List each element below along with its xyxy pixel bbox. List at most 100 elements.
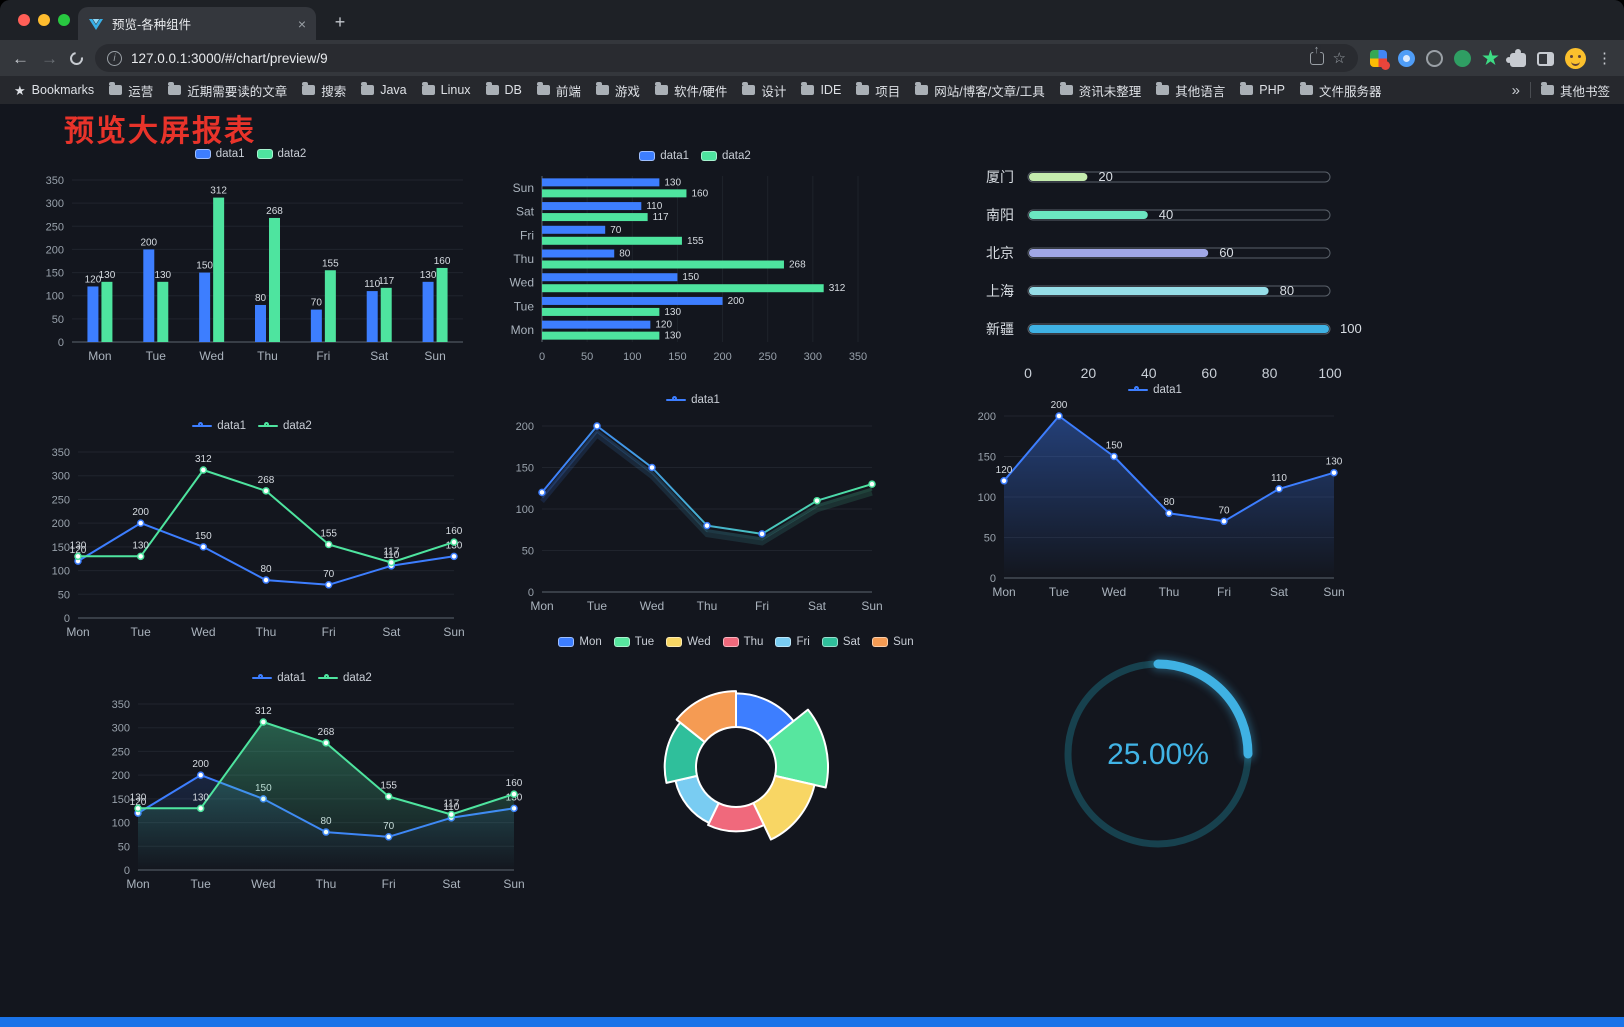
svg-text:350: 350 (849, 351, 867, 363)
bookmark-item[interactable]: 资讯未整理 (1059, 81, 1142, 100)
legend-item[interactable]: data1 (192, 420, 246, 432)
bookmark-item[interactable]: 近期需要读的文章 (168, 81, 287, 100)
svg-text:Wed: Wed (191, 625, 215, 639)
svg-text:130: 130 (99, 270, 116, 281)
reload-icon[interactable] (67, 48, 86, 68)
svg-text:50: 50 (522, 546, 534, 558)
legend-item[interactable]: Fri (775, 636, 810, 648)
svg-text:40: 40 (1141, 365, 1157, 381)
svg-text:Tue: Tue (131, 625, 152, 639)
bookmark-item[interactable]: PHP (1240, 82, 1285, 97)
legend-item[interactable]: data1 (1128, 384, 1182, 396)
new-tab-button[interactable]: + (334, 12, 346, 32)
legend-item[interactable]: data1 (252, 672, 306, 684)
bookmark-item[interactable]: IDE (801, 82, 841, 97)
bookmark-item[interactable]: 前端 (536, 81, 581, 100)
share-icon[interactable]: ↑ (1309, 44, 1324, 65)
tab-close-icon[interactable]: × (297, 15, 306, 32)
svg-text:80: 80 (1163, 497, 1175, 508)
extension-blue-icon[interactable] (1398, 49, 1415, 67)
legend-item[interactable]: data1 (666, 394, 720, 406)
svg-text:Fri: Fri (520, 228, 534, 242)
line-two-series-canvas: 0 50 100 150 200 250 300 350 Mon Tue Wed Thu Fri Sat S… (52, 447, 465, 639)
svg-text:110: 110 (646, 201, 662, 212)
chart-line-area: data1 0 50 100 150 200 Mon Tue Wed Thu Fri Sat Sun 1… (962, 380, 1348, 604)
svg-text:117: 117 (378, 276, 394, 287)
svg-text:117: 117 (653, 212, 669, 223)
legend-item[interactable]: Thu (722, 636, 763, 648)
folder-icon (1240, 82, 1254, 95)
browser-tab[interactable]: 预览-各种组件 × (78, 7, 316, 40)
svg-text:150: 150 (195, 531, 212, 542)
other-bookmarks-folder[interactable]: 其他书签 (1540, 81, 1610, 100)
svg-text:Thu: Thu (316, 877, 337, 891)
extension-colorful-icon[interactable] (1370, 49, 1390, 70)
svg-text:120: 120 (70, 545, 87, 556)
chart-rose-pie: Mon Tue Wed Thu Fri Sat Sun (548, 632, 924, 874)
legend-item[interactable]: Wed (666, 636, 711, 648)
legend-item[interactable]: Sat (821, 636, 860, 648)
extensions-puzzle-icon[interactable] (1506, 48, 1526, 67)
fullscreen-window-button[interactable] (58, 14, 70, 26)
legend-item[interactable]: data2 (256, 148, 306, 160)
star-icon: ★ (14, 82, 26, 98)
site-info-icon[interactable]: i (107, 50, 122, 66)
legend-item[interactable]: data2 (318, 672, 372, 684)
svg-text:Mon: Mon (530, 599, 553, 613)
bookmark-item[interactable]: 其他语言 (1156, 81, 1225, 100)
svg-text:100: 100 (516, 504, 534, 516)
bookmark-label: 资讯未整理 (1078, 84, 1142, 99)
minimize-window-button[interactable] (38, 14, 50, 26)
address-bar[interactable]: i 127.0.0.1:3000/#/chart/preview/9 ↑ ☆ (95, 44, 1358, 72)
back-icon[interactable]: ← (12, 48, 29, 68)
bookmarks-overflow-icon[interactable]: » (1511, 81, 1520, 99)
svg-text:200: 200 (978, 411, 996, 423)
svg-text:Sat: Sat (442, 877, 461, 891)
bookmark-star-icon[interactable]: ☆ (1332, 50, 1346, 67)
svg-text:0: 0 (58, 337, 64, 349)
legend-item[interactable]: data2 (258, 420, 312, 432)
close-window-button[interactable] (18, 14, 30, 26)
bookmark-item[interactable]: Linux (421, 82, 471, 97)
bookmark-item[interactable]: Java (361, 82, 407, 97)
extension-green-icon[interactable] (1454, 49, 1471, 67)
svg-text:80: 80 (255, 293, 267, 304)
url-text[interactable]: 127.0.0.1:3000/#/chart/preview/9 (131, 50, 328, 66)
svg-text:0: 0 (528, 587, 534, 599)
bookmark-item[interactable]: 文件服务器 (1299, 81, 1381, 100)
svg-text:200: 200 (1051, 400, 1068, 411)
bookmark-item[interactable]: 游戏 (595, 81, 640, 100)
bookmark-item[interactable]: 软件/硬件 (654, 81, 727, 100)
browser-menu-icon[interactable]: ⋮ (1597, 50, 1612, 67)
svg-text:150: 150 (978, 452, 996, 464)
legend-item[interactable]: data2 (701, 150, 751, 162)
folder-icon (109, 82, 123, 95)
legend-marker-icon (1128, 385, 1149, 395)
extension-star-icon[interactable] (1482, 49, 1499, 65)
svg-text:200: 200 (52, 518, 70, 530)
forward-icon[interactable]: → (41, 48, 58, 68)
svg-text:130: 130 (420, 270, 437, 281)
legend-item[interactable]: data1 (639, 150, 689, 162)
side-panel-icon[interactable] (1537, 51, 1554, 66)
bookmark-item[interactable]: 网站/博客/文章/工具 (915, 81, 1045, 100)
svg-text:250: 250 (52, 494, 70, 506)
profile-avatar[interactable] (1565, 47, 1586, 69)
bookmark-label: Java (380, 83, 407, 97)
legend-item[interactable]: Mon (558, 636, 602, 648)
bookmark-item[interactable]: DB (485, 82, 522, 97)
bookmark-item[interactable]: ★ Bookmarks (14, 83, 94, 97)
bookmark-label: 近期需要读的文章 (187, 84, 288, 99)
extension-gray-icon[interactable] (1426, 49, 1443, 67)
bookmark-item[interactable]: 设计 (742, 81, 786, 100)
bookmark-item[interactable]: 搜索 (302, 81, 346, 100)
legend-item[interactable]: Tue (613, 636, 654, 648)
svg-text:Thu: Thu (697, 599, 718, 613)
svg-text:Sun: Sun (861, 599, 882, 613)
bookmark-item[interactable]: 项目 (856, 81, 900, 100)
legend-item[interactable]: data1 (194, 148, 245, 160)
bookmark-item[interactable]: 运营 (109, 81, 153, 100)
legend-label: Sun (893, 636, 914, 648)
legend-item[interactable]: Sun (872, 636, 914, 648)
